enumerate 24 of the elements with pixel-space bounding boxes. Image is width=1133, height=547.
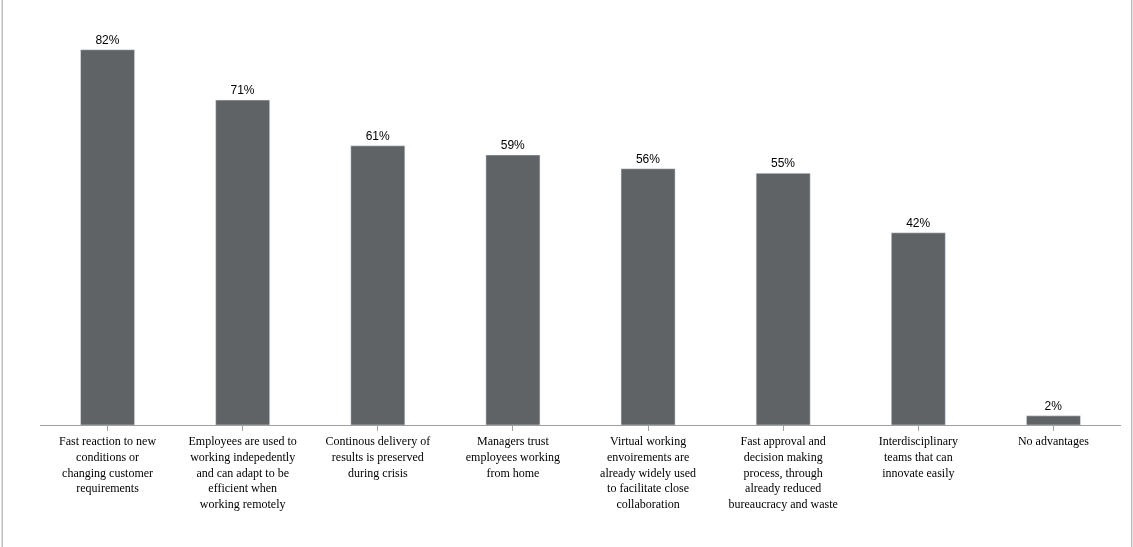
bar [485,154,541,425]
x-tick-label: Continous delivery of results is preserved during crisis [325,434,431,480]
bar [80,49,135,425]
bar [1026,415,1081,425]
data-label: 82% [95,32,120,47]
x-tick-label: Virtual working envoirements are already widely used to facilitate close collaboration [600,434,697,511]
data-label: 42% [906,215,931,230]
x-tick-label: Managers trust employees working from home [465,434,561,480]
x-tick-label: Employees are used to working indepedently and can adapt to be efficient when working remotely [188,434,297,511]
data-label: 71% [230,83,255,98]
bar [215,99,270,425]
data-label: 2% [1044,398,1063,413]
bar [620,168,676,425]
x-tick-label: Interdisciplinary teams that can innovate easily [878,434,958,480]
data-label: 56% [635,151,661,166]
bar [755,173,811,425]
data-label: 61% [365,128,390,143]
x-tick-label: No advantages [1017,434,1090,449]
bar [350,145,406,425]
data-label: 59% [500,138,526,152]
x-tick-label: Fast approval and decision making process, through already reduced bureaucracy and waste [728,434,838,511]
data-label: 55% [771,156,796,171]
bar [891,232,946,425]
x-tick-label: Fast reaction to new conditions or changing customer requirements [59,434,157,496]
